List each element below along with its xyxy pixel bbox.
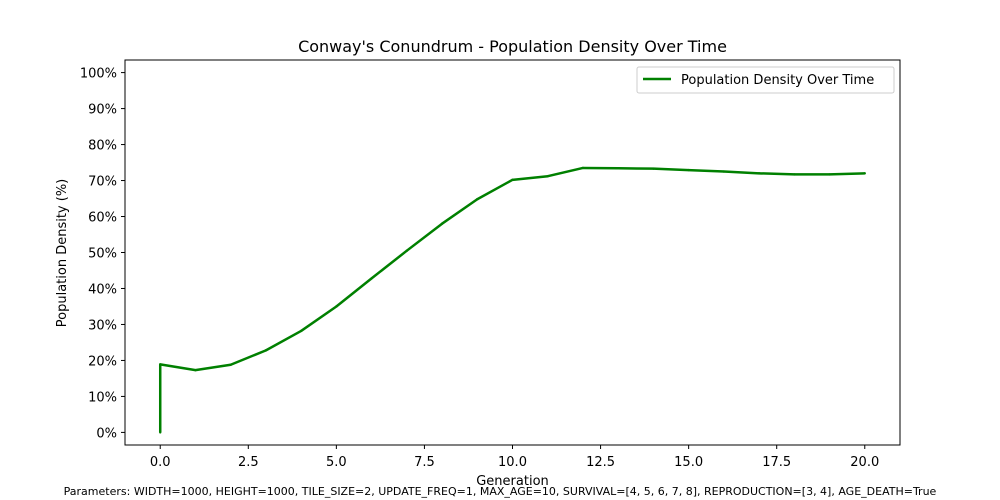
data-point	[546, 175, 549, 178]
legend: Population Density Over Time	[636, 66, 895, 94]
data-point	[511, 178, 514, 182]
data-point	[335, 305, 338, 308]
data-point	[793, 173, 796, 176]
y-tick-label: 70%	[88, 175, 117, 190]
plot-frame	[124, 59, 901, 446]
data-point	[440, 222, 444, 225]
data-point	[299, 329, 303, 333]
data-point	[863, 172, 866, 175]
plot-series	[158, 166, 866, 434]
x-tick-label: 10.0	[498, 455, 527, 470]
data-point	[616, 167, 620, 170]
legend-box	[636, 66, 895, 94]
y-tick-label: 50%	[88, 247, 117, 262]
data-point	[722, 170, 726, 173]
y-tick-label: 40%	[88, 282, 117, 297]
data-point	[828, 173, 831, 176]
data-point	[652, 167, 655, 170]
y-tick-label: 90%	[88, 103, 117, 118]
y-tick-label: 0%	[96, 426, 117, 441]
data-point	[159, 363, 162, 366]
data-point	[757, 172, 761, 175]
x-tick-label: 15.0	[674, 455, 703, 470]
y-axis: 0% 10% 20% 30% 40% 50% 60% 70% 80% 90% 100%	[80, 67, 125, 441]
x-tick-label: 17.5	[762, 455, 791, 470]
y-tick-label: 20%	[88, 354, 117, 369]
data-point	[370, 277, 373, 280]
y-tick-label: 30%	[88, 318, 117, 333]
x-tick-label: 7.5	[414, 455, 435, 470]
series-line	[158, 166, 865, 433]
x-tick-label: 20.0	[850, 455, 879, 470]
data-point	[405, 249, 409, 252]
x-tick-label: 0.0	[150, 455, 171, 470]
y-axis-label: Population Density (%)	[55, 179, 70, 327]
data-point	[264, 349, 268, 352]
x-tick-label: 2.5	[238, 455, 259, 470]
x-axis: 0.0 2.5 5.0 7.5 10.0 12.5 15.0 17.5 20.0	[150, 445, 879, 470]
y-tick-label: 60%	[88, 211, 117, 226]
data-point	[581, 166, 585, 170]
data-point	[159, 431, 162, 434]
x-axis-label: Generation	[476, 474, 549, 489]
data-point	[229, 363, 232, 366]
chart-title: Conway's Conundrum - Population Density …	[298, 37, 727, 56]
legend-label: Population Density Over Time	[681, 73, 874, 88]
x-tick-label: 5.0	[326, 455, 347, 470]
y-tick-label: 100%	[80, 67, 117, 82]
y-tick-label: 10%	[88, 390, 117, 405]
data-point	[194, 368, 197, 372]
data-point	[687, 168, 690, 172]
data-point	[476, 198, 479, 201]
parameters-footer: Parameters: WIDTH=1000, HEIGHT=1000, TIL…	[63, 485, 937, 498]
x-tick-label: 12.5	[586, 455, 615, 470]
y-tick-label: 80%	[88, 139, 117, 154]
